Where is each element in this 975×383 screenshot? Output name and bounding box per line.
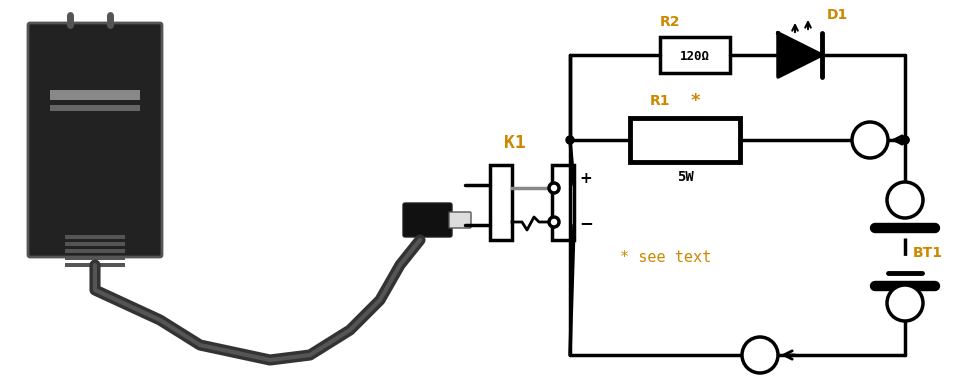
Bar (552, 165, 574, 240)
Bar (65, 263, 125, 267)
Text: −: − (752, 346, 768, 366)
Bar (490, 165, 512, 240)
Polygon shape (778, 33, 822, 77)
FancyBboxPatch shape (449, 212, 471, 228)
Circle shape (852, 122, 888, 158)
Text: R2: R2 (660, 15, 681, 29)
Circle shape (566, 136, 574, 144)
Bar (65, 235, 125, 239)
Bar (65, 242, 125, 246)
Text: * see text: * see text (620, 250, 711, 265)
Bar (50, 90, 140, 100)
Text: 5W: 5W (677, 170, 693, 184)
Text: −: − (896, 294, 914, 314)
Text: BT1: BT1 (913, 246, 943, 260)
Text: *: * (690, 92, 700, 110)
Text: D1: D1 (827, 8, 848, 22)
Circle shape (549, 217, 559, 227)
Bar (630, 118, 740, 162)
Circle shape (887, 182, 923, 218)
Text: +: + (898, 192, 913, 210)
Bar (65, 256, 125, 260)
FancyBboxPatch shape (28, 23, 162, 257)
FancyBboxPatch shape (403, 203, 452, 237)
Text: K1: K1 (504, 134, 526, 152)
Bar (660, 37, 730, 73)
Text: R1: R1 (650, 94, 671, 108)
Bar (65, 249, 125, 253)
Bar (50, 105, 140, 111)
Text: +: + (863, 132, 878, 150)
Circle shape (742, 337, 778, 373)
Text: −: − (579, 214, 593, 232)
Circle shape (901, 136, 909, 144)
Circle shape (901, 136, 909, 144)
Text: +: + (579, 171, 592, 186)
Circle shape (549, 183, 559, 193)
Text: 120Ω: 120Ω (680, 49, 710, 62)
Circle shape (887, 285, 923, 321)
